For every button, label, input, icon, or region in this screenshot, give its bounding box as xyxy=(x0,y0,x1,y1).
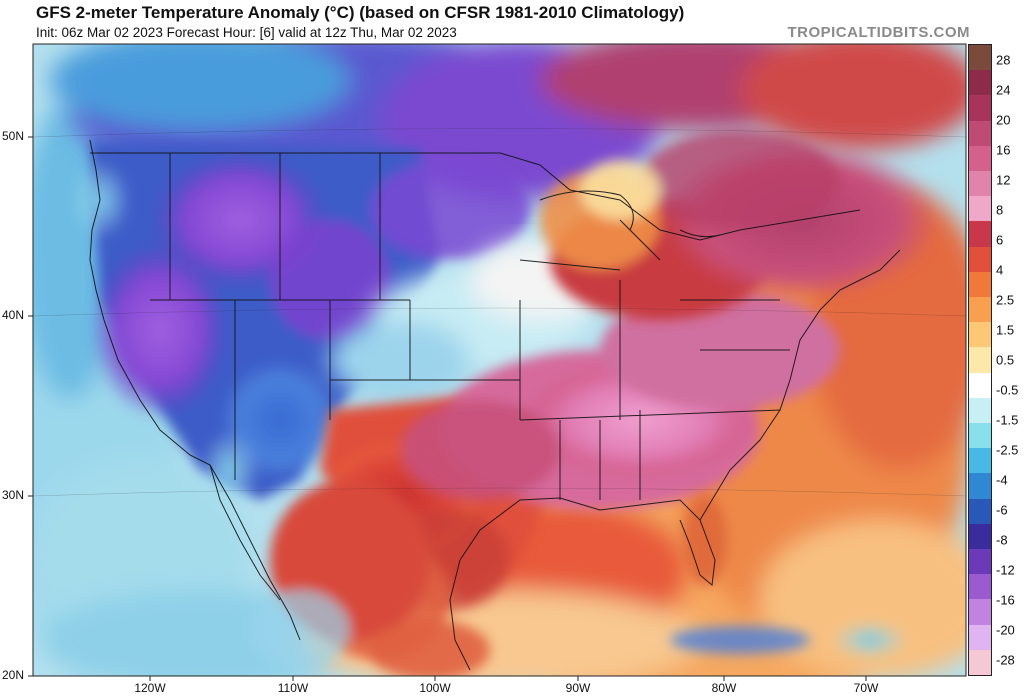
colorbar-segment xyxy=(969,95,991,121)
colorbar-segment xyxy=(969,423,991,449)
colorbar-label: -16 xyxy=(996,592,1015,608)
colorbar-label: -4 xyxy=(996,472,1008,488)
lat-label-30n: 30N xyxy=(2,488,25,502)
colorbar-label: 28 xyxy=(996,52,1011,68)
lon-label-90w: 90W xyxy=(565,681,591,695)
colorbar-segment xyxy=(969,372,991,398)
colorbar-segment xyxy=(969,196,991,222)
colorbar-label: 16 xyxy=(996,142,1011,158)
colorbar-segment xyxy=(969,120,991,146)
colorbar-segment xyxy=(969,498,991,524)
colorbar-segment xyxy=(969,171,991,197)
brand-watermark: TROPICALTIDBITS.COM xyxy=(787,24,970,41)
colorbar-label: -0.5 xyxy=(996,382,1019,398)
colorbar-segment xyxy=(969,523,991,550)
colorbar-segment xyxy=(969,448,991,474)
colorbar-segment xyxy=(969,145,991,172)
lon-label-100w: 100W xyxy=(419,681,451,695)
colorbar-segment xyxy=(969,574,991,600)
colorbar-segment xyxy=(969,347,991,373)
colorbar-segment xyxy=(969,297,991,323)
colorbar-label: 24 xyxy=(996,82,1011,98)
colorbar xyxy=(968,44,992,676)
colorbar-label: 1.5 xyxy=(996,322,1015,338)
colorbar-segment xyxy=(969,549,991,575)
colorbar-label: 0.5 xyxy=(996,352,1015,368)
colorbar-segment xyxy=(969,221,991,247)
colorbar-segment xyxy=(969,473,991,499)
colorbar-segment xyxy=(969,70,991,96)
colorbar-segment xyxy=(969,45,991,71)
colorbar-segment xyxy=(969,322,991,348)
colorbar-label: 2.5 xyxy=(996,292,1015,308)
colorbar-label: -20 xyxy=(996,622,1015,638)
colorbar-label: -28 xyxy=(996,652,1015,668)
lon-label-80w: 80W xyxy=(711,681,737,695)
colorbar-label: 4 xyxy=(996,262,1004,278)
lat-label-20n: 20N xyxy=(2,668,25,682)
colorbar-label: 6 xyxy=(996,232,1004,248)
colorbar-label: -6 xyxy=(996,502,1008,518)
colorbar-segment xyxy=(969,599,991,625)
colorbar-segment xyxy=(969,271,991,298)
colorbar-label: -12 xyxy=(996,562,1015,578)
colorbar-segment xyxy=(969,246,991,272)
colorbar-label: -8 xyxy=(996,532,1008,548)
lat-label-50n: 50N xyxy=(2,129,25,143)
lon-label-70w: 70W xyxy=(853,681,879,695)
colorbar-label: 8 xyxy=(996,202,1004,218)
lat-label-40n: 40N xyxy=(2,308,25,322)
colorbar-segment xyxy=(969,397,991,424)
colorbar-segment xyxy=(969,649,991,676)
map-subtitle: Init: 06z Mar 02 2023 Forecast Hour: [6]… xyxy=(36,25,457,40)
colorbar-label: -1.5 xyxy=(996,412,1019,428)
lon-label-110w: 110W xyxy=(277,681,309,695)
colorbar-label: 12 xyxy=(996,172,1011,188)
lon-label-120w: 120W xyxy=(134,681,166,695)
colorbar-label: -2.5 xyxy=(996,442,1019,458)
colorbar-label: 20 xyxy=(996,112,1011,128)
colorbar-segment xyxy=(969,624,991,650)
map-title: GFS 2-meter Temperature Anomaly (°C) (ba… xyxy=(36,3,685,22)
